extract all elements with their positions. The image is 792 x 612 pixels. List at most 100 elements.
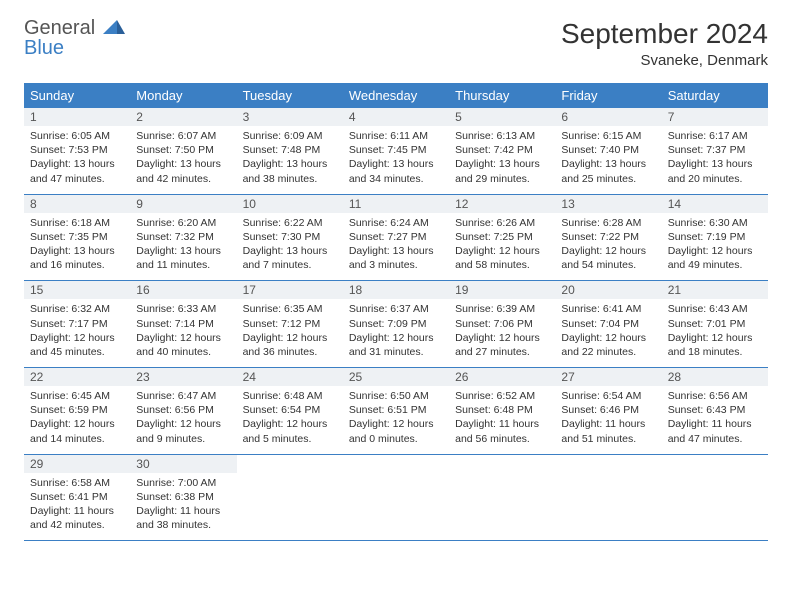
day-cell: 16 Sunrise: 6:33 AMSunset: 7:14 PMDayligh… (130, 281, 236, 367)
daylight-text: Daylight: 13 hours and 11 minutes. (136, 244, 230, 272)
day-info: Sunrise: 6:32 AMSunset: 7:17 PMDaylight:… (30, 302, 124, 359)
sunrise-text: Sunrise: 6:45 AM (30, 389, 124, 403)
day-number: 21 (662, 281, 768, 299)
day-cell: 25Sunrise: 6:50 AMSunset: 6:51 PMDayligh… (343, 368, 449, 454)
day-number: 23 (130, 368, 236, 386)
day-header-row: Sunday Monday Tuesday Wednesday Thursday… (24, 83, 768, 108)
day-number: 15 (24, 281, 130, 299)
sunrise-text: Sunrise: 6:54 AM (561, 389, 655, 403)
day-cell: 28Sunrise: 6:56 AMSunset: 6:43 PMDayligh… (662, 368, 768, 454)
day-info: Sunrise: 6:33 AMSunset: 7:14 PMDaylight:… (136, 302, 230, 359)
sunrise-text: Sunrise: 6:24 AM (349, 216, 443, 230)
day-cell (662, 455, 768, 541)
sunset-text: Sunset: 6:46 PM (561, 403, 655, 417)
day-cell: 12Sunrise: 6:26 AMSunset: 7:25 PMDayligh… (449, 195, 555, 281)
day-number: 27 (555, 368, 661, 386)
day-info: Sunrise: 6:35 AMSunset: 7:12 PMDaylight:… (243, 302, 337, 359)
day-cell: 8Sunrise: 6:18 AMSunset: 7:35 PMDaylight… (24, 195, 130, 281)
daylight-text: Daylight: 13 hours and 3 minutes. (349, 244, 443, 272)
day-cell: 24Sunrise: 6:48 AMSunset: 6:54 PMDayligh… (237, 368, 343, 454)
day-number: 24 (237, 368, 343, 386)
sunrise-text: Sunrise: 6:05 AM (30, 129, 124, 143)
sunset-text: Sunset: 6:38 PM (136, 490, 230, 504)
sunrise-text: Sunrise: 6:26 AM (455, 216, 549, 230)
sunset-text: Sunset: 6:43 PM (668, 403, 762, 417)
logo: General Blue (24, 18, 125, 58)
month-title: September 2024 (561, 18, 768, 50)
daylight-text: Daylight: 12 hours and 36 minutes. (243, 331, 337, 359)
daylight-text: Daylight: 12 hours and 0 minutes. (349, 417, 443, 445)
day-number: 13 (555, 195, 661, 213)
day-number: 11 (343, 195, 449, 213)
day-info: Sunrise: 6:26 AMSunset: 7:25 PMDaylight:… (455, 216, 549, 273)
day-number: 29 (24, 455, 130, 473)
day-cell: 29 Sunrise: 6:58 AMSunset: 6:41 PMDayligh… (24, 455, 130, 541)
day-cell: 7 Sunrise: 6:17 AMSunset: 7:37 PMDaylight… (662, 108, 768, 194)
sunset-text: Sunset: 7:37 PM (668, 143, 762, 157)
daylight-text: Daylight: 11 hours and 42 minutes. (30, 504, 124, 532)
day-number: 19 (449, 281, 555, 299)
sunset-text: Sunset: 7:19 PM (668, 230, 762, 244)
day-number: 2 (130, 108, 236, 126)
sunset-text: Sunset: 7:17 PM (30, 317, 124, 331)
day-number: 8 (24, 195, 130, 213)
day-info: Sunrise: 6:39 AMSunset: 7:06 PMDaylight:… (455, 302, 549, 359)
day-cell: 11 Sunrise: 6:24 AMSunset: 7:27 PMDayligh… (343, 195, 449, 281)
sunset-text: Sunset: 7:53 PM (30, 143, 124, 157)
day-info: Sunrise: 6:11 AMSunset: 7:45 PMDaylight:… (349, 129, 443, 186)
day-number: 16 (130, 281, 236, 299)
day-cell: 27 Sunrise: 6:54 AMSunset: 6:46 PMDayligh… (555, 368, 661, 454)
daylight-text: Daylight: 13 hours and 42 minutes. (136, 157, 230, 185)
daylight-text: Daylight: 13 hours and 38 minutes. (243, 157, 337, 185)
day-cell (449, 455, 555, 541)
daylight-text: Daylight: 13 hours and 16 minutes. (30, 244, 124, 272)
sunrise-text: Sunrise: 6:17 AM (668, 129, 762, 143)
sunset-text: Sunset: 7:09 PM (349, 317, 443, 331)
day-number: 28 (662, 368, 768, 386)
day-number: 3 (237, 108, 343, 126)
sunset-text: Sunset: 7:25 PM (455, 230, 549, 244)
day-cell: 13 Sunrise: 6:28 AMSunset: 7:22 PMDayligh… (555, 195, 661, 281)
day-info: Sunrise: 6:37 AMSunset: 7:09 PMDaylight:… (349, 302, 443, 359)
sunrise-text: Sunrise: 6:13 AM (455, 129, 549, 143)
day-cell: 26Sunrise: 6:52 AMSunset: 6:48 PMDayligh… (449, 368, 555, 454)
daylight-text: Daylight: 12 hours and 45 minutes. (30, 331, 124, 359)
sunrise-text: Sunrise: 6:20 AM (136, 216, 230, 230)
daylight-text: Daylight: 13 hours and 25 minutes. (561, 157, 655, 185)
day-info: Sunrise: 6:20 AMSunset: 7:32 PMDaylight:… (136, 216, 230, 273)
sunrise-text: Sunrise: 6:56 AM (668, 389, 762, 403)
daylight-text: Daylight: 12 hours and 14 minutes. (30, 417, 124, 445)
daylight-text: Daylight: 12 hours and 49 minutes. (668, 244, 762, 272)
daylight-text: Daylight: 13 hours and 47 minutes. (30, 157, 124, 185)
sunset-text: Sunset: 7:45 PM (349, 143, 443, 157)
sunrise-text: Sunrise: 6:58 AM (30, 476, 124, 490)
sunset-text: Sunset: 7:22 PM (561, 230, 655, 244)
sunset-text: Sunset: 7:14 PM (136, 317, 230, 331)
sunrise-text: Sunrise: 6:52 AM (455, 389, 549, 403)
day-info: Sunrise: 6:54 AMSunset: 6:46 PMDaylight:… (561, 389, 655, 446)
weeks-container: 1Sunrise: 6:05 AMSunset: 7:53 PMDaylight… (24, 108, 768, 541)
header: General Blue September 2024 Svaneke, Den… (24, 18, 768, 69)
day-cell (555, 455, 661, 541)
day-info: Sunrise: 6:24 AMSunset: 7:27 PMDaylight:… (349, 216, 443, 273)
daylight-text: Daylight: 13 hours and 20 minutes. (668, 157, 762, 185)
day-info: Sunrise: 6:47 AMSunset: 6:56 PMDaylight:… (136, 389, 230, 446)
daylight-text: Daylight: 13 hours and 7 minutes. (243, 244, 337, 272)
sunset-text: Sunset: 7:12 PM (243, 317, 337, 331)
sunset-text: Sunset: 7:42 PM (455, 143, 549, 157)
day-number: 7 (662, 108, 768, 126)
sunset-text: Sunset: 7:01 PM (668, 317, 762, 331)
sunrise-text: Sunrise: 6:48 AM (243, 389, 337, 403)
sunrise-text: Sunrise: 6:18 AM (30, 216, 124, 230)
week-row: 29 Sunrise: 6:58 AMSunset: 6:41 PMDayligh… (24, 455, 768, 542)
sunset-text: Sunset: 6:51 PM (349, 403, 443, 417)
day-info: Sunrise: 6:05 AMSunset: 7:53 PMDaylight:… (30, 129, 124, 186)
day-info: Sunrise: 6:28 AMSunset: 7:22 PMDaylight:… (561, 216, 655, 273)
sunrise-text: Sunrise: 6:30 AM (668, 216, 762, 230)
sunrise-text: Sunrise: 6:41 AM (561, 302, 655, 316)
sunrise-text: Sunrise: 6:07 AM (136, 129, 230, 143)
sunrise-text: Sunrise: 6:47 AM (136, 389, 230, 403)
sunset-text: Sunset: 6:41 PM (30, 490, 124, 504)
sunset-text: Sunset: 7:40 PM (561, 143, 655, 157)
daylight-text: Daylight: 12 hours and 27 minutes. (455, 331, 549, 359)
